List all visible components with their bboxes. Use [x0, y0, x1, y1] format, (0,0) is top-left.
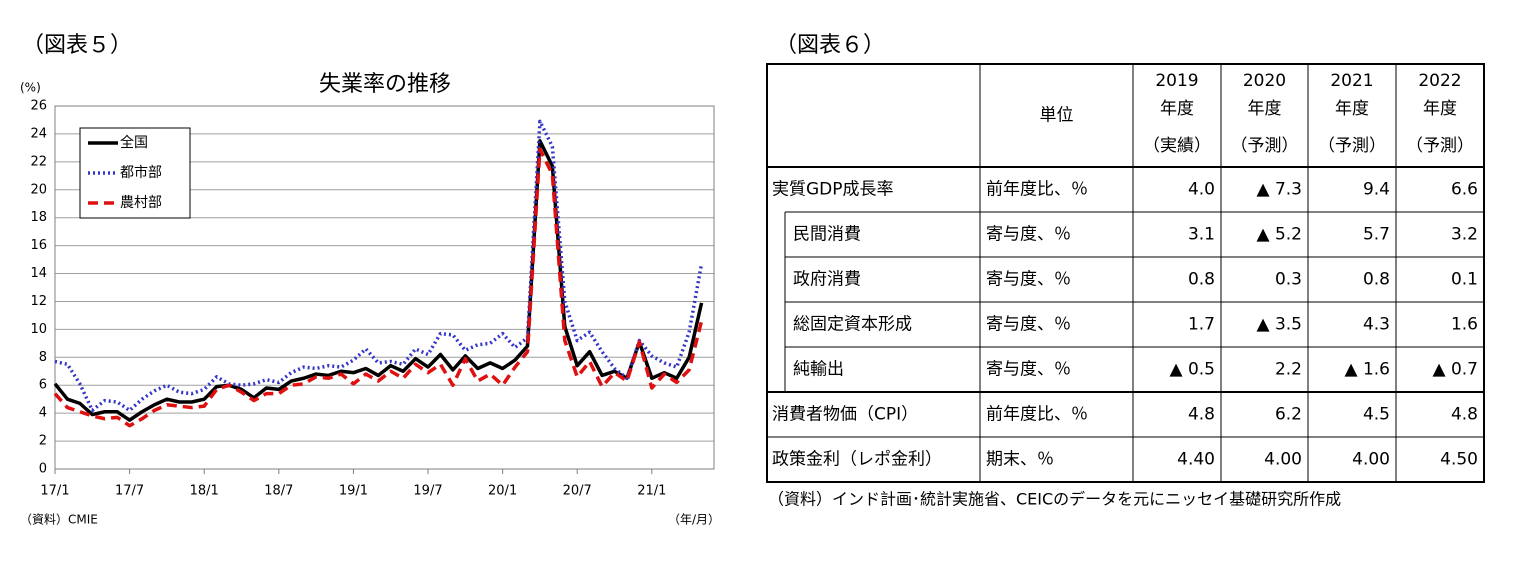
cell-value: 1.7 — [1188, 315, 1215, 335]
y-tick-label: 12 — [30, 294, 47, 309]
y-tick-label: 20 — [30, 182, 47, 197]
chart-title: 失業率の推移 — [319, 72, 451, 97]
header-cell: （予測） — [1406, 136, 1474, 156]
cell-value: 3.2 — [1451, 225, 1478, 245]
table-frame — [766, 63, 1485, 483]
cell-value: 4.8 — [1451, 405, 1478, 425]
series-line — [53, 139, 704, 422]
header-cell: 年度 — [1423, 99, 1457, 119]
cell-value: ▲ 7.3 — [1256, 180, 1302, 200]
cell-value: ▲ 0.5 — [1169, 360, 1215, 380]
y-tick-label: 18 — [30, 210, 47, 225]
cell-value: 4.40 — [1177, 450, 1215, 470]
header-year: 2022 — [1418, 71, 1461, 91]
cell-value: 6.6 — [1451, 180, 1478, 200]
cell-value: 4.3 — [1363, 315, 1390, 335]
cell-value: 4.50 — [1440, 450, 1478, 470]
cell-value: ▲ 3.5 — [1256, 315, 1302, 335]
cell-value: 2.2 — [1275, 360, 1302, 380]
row-unit: 寄与度、％ — [986, 270, 1071, 290]
legend-label: 全国 — [120, 134, 148, 151]
cell-value: ▲ 0.7 — [1432, 360, 1478, 380]
row-label: 総固定資本形成 — [793, 315, 912, 335]
y-tick-label: 6 — [39, 378, 47, 393]
y-tick-label: 22 — [30, 154, 47, 169]
x-tick-label: 19/7 — [413, 484, 442, 499]
series-line — [53, 147, 704, 428]
row-unit: 寄与度、％ — [986, 225, 1071, 245]
cell-value: 0.8 — [1188, 270, 1215, 290]
figure-label: （図表５） — [22, 33, 132, 58]
cell-value: 4.00 — [1264, 450, 1302, 470]
y-tick-label: 24 — [30, 126, 47, 141]
y-tick-label: 8 — [39, 350, 47, 365]
x-unit: （年/月） — [668, 513, 720, 527]
x-tick-label: 21/1 — [637, 484, 666, 499]
cell-value: 5.7 — [1363, 225, 1390, 245]
header-year: 2020 — [1243, 71, 1286, 91]
row-unit: 前年度比、％ — [986, 180, 1088, 200]
cell-value: 9.4 — [1363, 180, 1390, 200]
y-tick-label: 16 — [30, 238, 47, 253]
figure-label: （図表６） — [775, 33, 885, 58]
x-tick-label: 18/7 — [264, 484, 293, 499]
y-tick-label: 2 — [39, 434, 47, 449]
cell-value: 3.1 — [1188, 225, 1215, 245]
chart-source: （資料）CMIE — [20, 513, 98, 527]
x-tick-label: 17/1 — [40, 484, 69, 499]
cell-value: 4.5 — [1363, 405, 1390, 425]
row-unit: 前年度比、％ — [986, 405, 1088, 425]
x-tick-label: 19/1 — [339, 484, 368, 499]
row-label: 消費者物価（CPI） — [772, 405, 918, 425]
plot-frame — [54, 105, 715, 470]
header-cell: （予測） — [1318, 136, 1386, 156]
header-cell: 単位 — [1040, 106, 1074, 126]
row-label: 政策金利（レポ金利） — [772, 450, 942, 470]
row-label: 政府消費 — [793, 270, 861, 290]
x-tick-label: 20/1 — [488, 484, 517, 499]
cell-value: 1.6 — [1451, 315, 1478, 335]
header-cell: 年度 — [1160, 99, 1194, 119]
header-cell: （実績） — [1143, 136, 1211, 156]
cell-value: ▲ 1.6 — [1344, 360, 1390, 380]
row-label: 実質GDP成長率 — [772, 180, 894, 200]
table-source: （資料）インド計画･統計実施省、CEICのデータを元にニッセイ基礎研究所作成 — [768, 490, 1341, 509]
y-unit: (%) — [20, 81, 41, 95]
x-tick-label: 17/7 — [115, 484, 144, 499]
header-cell: （予測） — [1231, 136, 1299, 156]
cell-value: 0.3 — [1275, 270, 1302, 290]
cell-value: 4.8 — [1188, 405, 1215, 425]
cell-value: ▲ 5.2 — [1256, 225, 1302, 245]
cell-value: 4.0 — [1188, 180, 1215, 200]
cell-value: 0.1 — [1451, 270, 1478, 290]
y-tick-label: 10 — [30, 322, 47, 337]
row-label: 民間消費 — [793, 225, 861, 245]
header-year: 2021 — [1330, 71, 1373, 91]
x-tick-label: 20/7 — [563, 484, 592, 499]
header-cell: 年度 — [1335, 99, 1369, 119]
y-tick-label: 14 — [30, 266, 47, 281]
row-unit: 寄与度、％ — [986, 360, 1071, 380]
y-tick-label: 0 — [39, 462, 47, 477]
row-unit: 期末、％ — [986, 450, 1054, 470]
cell-value: 4.00 — [1352, 450, 1390, 470]
y-tick-label: 4 — [39, 406, 47, 421]
y-tick-label: 26 — [30, 99, 47, 114]
x-tick-label: 18/1 — [190, 484, 219, 499]
cell-value: 6.2 — [1275, 405, 1302, 425]
legend-label: 農村部 — [120, 195, 162, 211]
header-year: 2019 — [1155, 71, 1198, 91]
cell-value: 0.8 — [1363, 270, 1390, 290]
header-cell: 年度 — [1248, 99, 1282, 119]
row-unit: 寄与度、％ — [986, 315, 1071, 335]
row-label: 純輸出 — [793, 360, 844, 380]
legend-label: 都市部 — [120, 164, 162, 181]
